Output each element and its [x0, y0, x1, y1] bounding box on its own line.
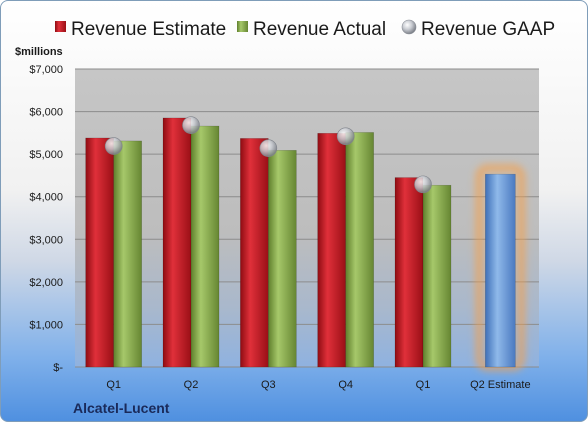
y-tick-label: $6,000: [29, 107, 63, 119]
marker-revenue-gaap: [104, 137, 123, 155]
legend-label-revenue-estimate: Revenue Estimate: [71, 19, 226, 40]
bar-q2-estimate: [485, 173, 516, 368]
legend-item-revenue-gaap: Revenue GAAP: [401, 19, 555, 40]
legend-label-revenue-gaap: Revenue GAAP: [421, 19, 555, 40]
legend-item-revenue-estimate: Revenue Estimate: [55, 19, 226, 40]
bar-revenue-actual: [113, 140, 142, 368]
bar-revenue-estimate: [162, 117, 192, 368]
gaap-markers: [104, 116, 432, 194]
bar-revenue-estimate: [394, 177, 424, 368]
x-axis-ticks: Q1 Q2 Q3 Q4 Q1 Q2 Estimate: [106, 379, 530, 391]
x-tick-label: Q1: [416, 379, 431, 391]
x-tick-label: Q1: [106, 379, 121, 391]
bar-revenue-actual: [345, 132, 374, 368]
bar-revenue-actual: [190, 125, 220, 368]
legend-swatch-revenue-actual: [237, 21, 248, 32]
legend: Revenue Estimate Revenue Actual Revenue …: [55, 19, 555, 40]
legend-swatch-revenue-gaap: [401, 19, 417, 35]
legend-swatch-revenue-estimate: [55, 21, 66, 32]
y-tick-label: $3,000: [29, 234, 63, 246]
marker-revenue-gaap: [182, 116, 200, 134]
y-tick-label: $1,000: [29, 319, 63, 331]
y-tick-label: $4,000: [29, 192, 63, 204]
plot-area: [75, 69, 539, 367]
bars: [85, 117, 516, 368]
bar-revenue-actual: [422, 184, 452, 368]
bar-revenue-estimate: [85, 137, 114, 368]
y-tick-label: $-: [53, 362, 63, 374]
gridlines: [75, 68, 539, 368]
x-tick-label: Q2 Estimate: [470, 379, 531, 391]
bar-revenue-actual: [268, 150, 297, 368]
chart-title: Alcatel-Lucent: [73, 400, 170, 416]
y-tick-label: $7,000: [29, 64, 63, 76]
y-tick-label: $5,000: [29, 149, 63, 161]
y-tick-label: $2,000: [29, 277, 63, 289]
marker-revenue-gaap: [259, 139, 278, 157]
x-tick-label: Q2: [184, 379, 199, 391]
bar-revenue-estimate: [317, 133, 346, 368]
legend-item-revenue-actual: Revenue Actual: [237, 19, 386, 40]
legend-label-revenue-actual: Revenue Actual: [253, 19, 386, 40]
y-unit-label: $millions: [15, 46, 63, 58]
x-tick-label: Q3: [261, 379, 276, 391]
marker-revenue-gaap: [336, 127, 355, 146]
x-tick-label: Q4: [338, 379, 353, 391]
y-axis-ticks: $- $1,000 $2,000 $3,000 $4,000 $5,000 $6,000 $7…: [29, 64, 63, 374]
bar-revenue-estimate: [240, 138, 269, 368]
marker-revenue-gaap: [414, 175, 432, 194]
